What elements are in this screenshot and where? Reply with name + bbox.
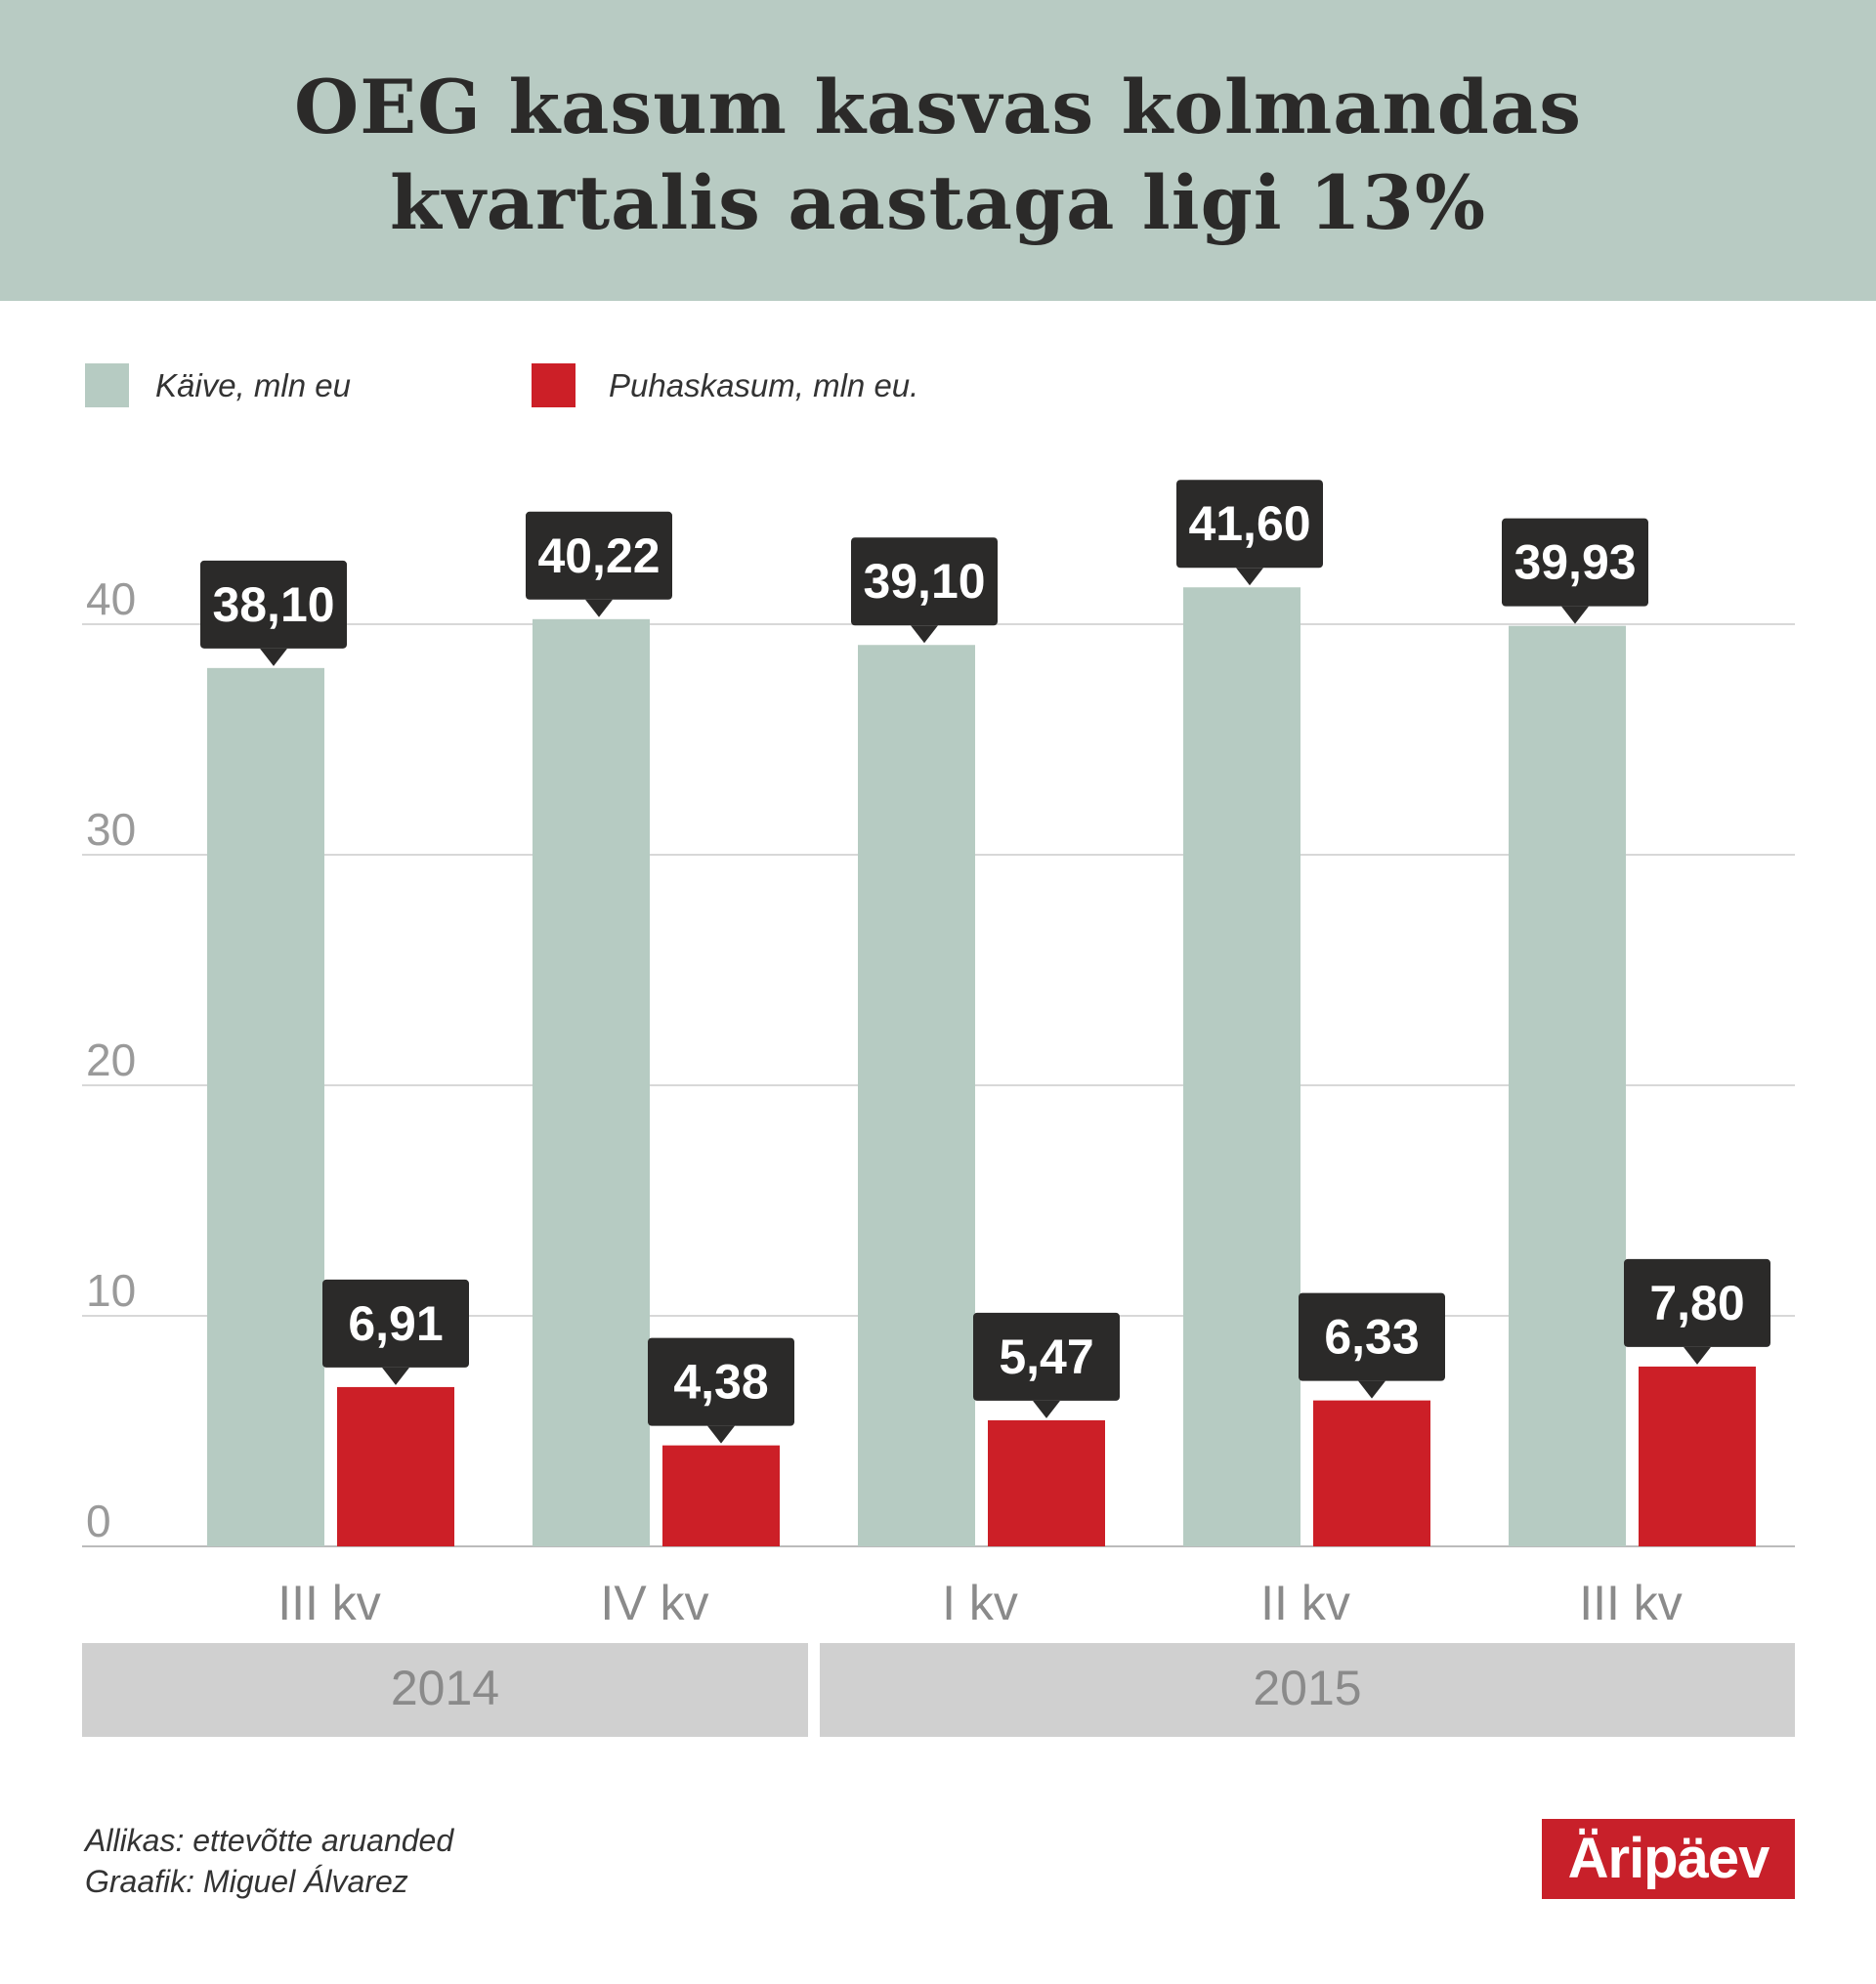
graphic-credit: Graafik: Miguel Álvarez <box>85 1864 408 1899</box>
data-label: 4,38 <box>673 1355 768 1410</box>
legend-label-puhaskasum: Puhaskasum, mln eu. <box>609 367 919 403</box>
x-tick-label: IV kv <box>600 1576 708 1630</box>
value-callout <box>1176 480 1323 569</box>
value-callout <box>1299 1292 1445 1381</box>
y-tick-label: 10 <box>86 1265 136 1316</box>
callout-pointer <box>707 1425 735 1444</box>
year-label: 2015 <box>1253 1661 1361 1715</box>
value-callout <box>322 1279 469 1368</box>
bar-puhaskasum <box>1313 1400 1430 1546</box>
data-label: 7,80 <box>1649 1276 1744 1330</box>
y-tick-label: 20 <box>86 1034 136 1085</box>
y-tick-label: 30 <box>86 804 136 855</box>
data-label: 41,60 <box>1188 496 1310 551</box>
data-label: 5,47 <box>999 1330 1093 1384</box>
value-callout <box>648 1337 794 1426</box>
year-label: 2014 <box>391 1661 499 1715</box>
bar-kaive <box>1183 587 1300 1546</box>
title-banner: OEG kasum kasvas kolmandas kvartalis aas… <box>0 0 1876 301</box>
y-tick-label: 0 <box>86 1496 111 1546</box>
bar-kaive <box>1509 625 1626 1546</box>
value-callout <box>200 560 347 649</box>
x-tick-label: II kv <box>1260 1576 1350 1630</box>
year-band <box>82 1643 808 1737</box>
x-tick-label: I kv <box>942 1576 1018 1630</box>
callout-pointer <box>1358 1380 1386 1399</box>
x-tick-label: III kv <box>1579 1576 1683 1630</box>
y-tick-label: 40 <box>86 573 136 624</box>
bar-puhaskasum <box>337 1386 454 1546</box>
callout-pointer <box>1561 606 1589 624</box>
bar-puhaskasum <box>988 1419 1105 1546</box>
value-callout <box>973 1312 1120 1401</box>
callout-pointer <box>382 1367 409 1385</box>
chart-title-line-2: kvartalis aastaga ligi 13% <box>389 159 1487 246</box>
data-label: 6,91 <box>348 1296 443 1351</box>
value-callout <box>1624 1258 1770 1347</box>
value-callout <box>526 511 672 600</box>
value-callout <box>1502 518 1648 607</box>
bar-kaive <box>207 667 324 1546</box>
callout-pointer <box>585 599 613 617</box>
source-note: Allikas: ettevõtte aruanded <box>85 1823 454 1858</box>
bar-chart: 0 10 20 30 40 38,10 6,91 III kv 40,22 4,38 IV kv 39… <box>82 480 1795 1737</box>
bar-kaive <box>858 645 975 1546</box>
legend-swatch-kaive <box>85 363 129 407</box>
data-label: 38,10 <box>212 577 334 632</box>
callout-pointer <box>260 648 287 666</box>
data-label: 39,93 <box>1514 535 1636 590</box>
legend-swatch-puhaskasum <box>532 363 576 407</box>
bar-puhaskasum <box>662 1445 780 1546</box>
chart-title-line-1: OEG kasum kasvas kolmandas <box>294 63 1582 150</box>
legend-label-kaive: Käive, mln eu <box>155 367 351 403</box>
callout-pointer <box>911 625 938 644</box>
aripaev-logo: Äripäev <box>1542 1819 1795 1899</box>
callout-pointer <box>1236 568 1263 586</box>
data-label: 6,33 <box>1324 1310 1419 1365</box>
year-band <box>820 1643 1795 1737</box>
callout-pointer <box>1033 1400 1060 1418</box>
value-callout <box>851 537 998 626</box>
data-label: 39,10 <box>863 554 985 609</box>
x-tick-label: III kv <box>277 1576 381 1630</box>
bar-puhaskasum <box>1639 1366 1756 1546</box>
data-label: 40,22 <box>537 528 660 583</box>
bar-kaive <box>533 618 650 1546</box>
callout-pointer <box>1684 1346 1711 1365</box>
